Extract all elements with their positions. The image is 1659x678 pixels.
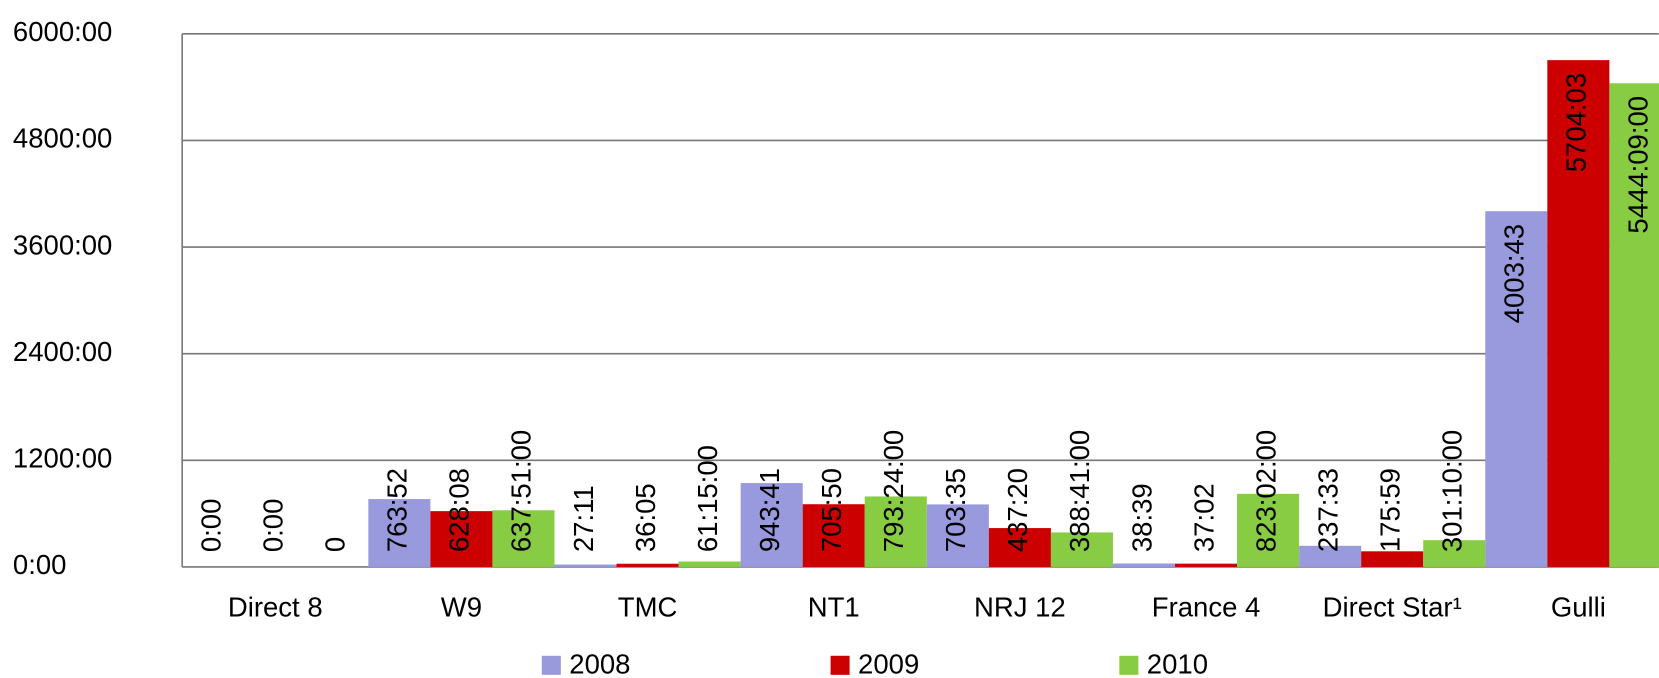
bar	[1175, 563, 1238, 567]
data-label: 763:52	[382, 468, 413, 552]
data-label: 388:41:00	[1064, 430, 1095, 552]
x-tick-label: Direct 8	[228, 592, 323, 623]
y-tick-label: 0:00	[13, 549, 67, 580]
bar	[1361, 551, 1424, 567]
x-tick-label: TMC	[618, 592, 678, 623]
bar	[988, 528, 1051, 567]
legend-label: 2010	[1147, 649, 1208, 678]
y-tick-label: 4800:00	[13, 123, 112, 154]
y-tick-label: 1200:00	[13, 443, 112, 474]
bar	[1609, 83, 1659, 567]
bar	[554, 564, 617, 567]
bar	[1050, 532, 1113, 567]
bar	[802, 504, 865, 567]
bar	[430, 511, 493, 567]
data-label: 237:33	[1312, 468, 1343, 552]
data-label: 437:20	[1002, 468, 1033, 552]
y-tick-label: 6000:00	[13, 16, 112, 47]
data-label: 4003:43	[1499, 224, 1530, 323]
data-label: 36:05	[630, 483, 661, 552]
data-label: 38:39	[1126, 483, 1157, 552]
legend-swatch	[541, 655, 561, 675]
y-tick-label: 2400:00	[13, 336, 112, 367]
data-label: 705:50	[816, 468, 847, 552]
data-label: 5444:09:00	[1623, 96, 1654, 234]
x-tick-label: W9	[441, 592, 482, 623]
bar	[678, 561, 741, 567]
bar	[492, 510, 555, 567]
bar	[740, 483, 803, 567]
x-tick-label: Gulli	[1551, 592, 1606, 623]
data-label: 27:11	[568, 485, 599, 552]
x-tick-label: NT1	[808, 592, 860, 623]
data-label: 0:00	[195, 499, 226, 553]
y-tick-label: 3600:00	[13, 229, 112, 260]
data-label: 823:02:00	[1250, 430, 1281, 552]
legend-swatch	[1119, 655, 1139, 675]
data-label: 793:24:00	[878, 430, 909, 552]
legend-label: 2008	[569, 649, 630, 678]
data-label: 637:51:00	[506, 430, 537, 552]
data-label: 0:00	[258, 499, 289, 553]
bar	[926, 504, 989, 567]
x-tick-label: NRJ 12	[974, 592, 1066, 623]
data-label: 703:35	[940, 468, 971, 552]
data-label: 61:15:00	[692, 445, 723, 552]
bar	[616, 563, 679, 567]
data-label: 943:41	[754, 468, 785, 552]
legend-swatch	[830, 655, 850, 675]
x-tick-label: France 4	[1152, 592, 1261, 623]
bar	[864, 496, 927, 567]
data-label: 628:08	[444, 468, 475, 552]
bar	[1299, 545, 1362, 567]
data-label: 301:10:00	[1437, 430, 1468, 552]
data-label: 175:59	[1374, 468, 1405, 552]
bar	[1237, 493, 1300, 567]
bar	[1112, 563, 1176, 567]
data-label: 5704:03	[1561, 73, 1592, 172]
legend-label: 2009	[858, 649, 919, 678]
bar	[1423, 540, 1486, 567]
bar	[368, 499, 431, 567]
bar	[1485, 211, 1548, 567]
data-label: 37:02	[1188, 483, 1219, 552]
bar	[1547, 60, 1610, 567]
x-tick-label: Direct Star¹	[1323, 592, 1462, 623]
data-label: 0	[320, 537, 351, 552]
